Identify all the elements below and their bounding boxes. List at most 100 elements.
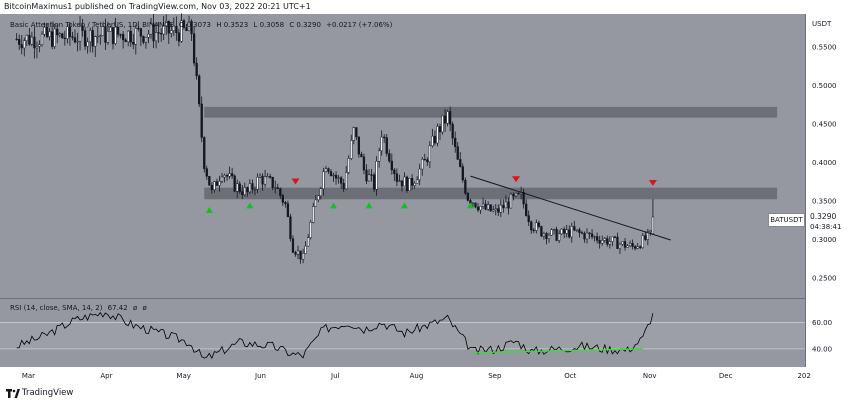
candle-body	[497, 208, 500, 213]
candle-body	[481, 203, 485, 207]
candle-body	[476, 206, 480, 211]
candle-body	[494, 208, 497, 211]
symbol-name: Basic Attention Token / TetherUS, 1D, BI…	[10, 21, 174, 29]
candle-body	[410, 178, 414, 186]
rsi-divergence-line	[472, 348, 643, 354]
candle-body	[251, 183, 254, 190]
candle-body	[76, 40, 79, 43]
candle-body	[385, 137, 388, 154]
candle-body	[428, 145, 431, 163]
candle-body	[512, 194, 515, 197]
candle-body	[365, 169, 368, 182]
legend-high: H 0.3523	[216, 21, 249, 29]
candle-body	[578, 229, 581, 233]
candle-body	[182, 20, 186, 28]
candle-body	[104, 26, 107, 43]
candle-body	[208, 176, 211, 186]
bar-countdown: 04:38:41	[810, 223, 842, 231]
candle-body	[649, 230, 652, 232]
candle-body	[220, 176, 224, 182]
candle-body	[651, 216, 655, 234]
legend-close: C 0.3290	[289, 21, 321, 29]
candle-body	[451, 123, 454, 139]
candle-body	[53, 28, 56, 47]
candle-body	[339, 177, 343, 184]
candle-body	[137, 27, 140, 30]
candle-body	[246, 187, 249, 193]
candle-body	[83, 30, 87, 47]
candle-body	[626, 245, 629, 248]
candle-body	[355, 127, 358, 138]
candle-body	[218, 180, 221, 186]
arrow-up-marker	[205, 207, 213, 214]
candle-body	[416, 179, 419, 184]
month-tick-label: Nov	[643, 372, 657, 380]
arrow-down-marker	[648, 180, 657, 187]
candle-body	[334, 174, 338, 179]
month-tick-label: Mar	[22, 372, 35, 380]
candle-body	[527, 215, 530, 223]
rsi-tick-label: 40.00	[812, 345, 832, 353]
candle-body	[375, 161, 378, 190]
legend-change: +0.0217 (+7.06%)	[326, 21, 393, 29]
candle-body	[393, 169, 396, 175]
candle-body	[111, 27, 115, 44]
candle-body	[400, 180, 404, 187]
candle-body	[540, 226, 543, 237]
candle-body	[45, 27, 49, 37]
month-tick-label: Apr	[100, 372, 112, 380]
candle-body	[243, 187, 246, 196]
candle-body	[580, 232, 584, 234]
candle-body	[124, 39, 127, 43]
candle-body	[542, 233, 546, 237]
candle-body	[327, 168, 330, 172]
candle-body	[357, 136, 361, 155]
candle-body	[423, 159, 426, 161]
candle-body	[81, 25, 84, 31]
candle-body	[91, 30, 94, 47]
candle-body	[522, 191, 525, 205]
candle-body	[555, 228, 558, 241]
resistance-zone-1	[204, 106, 778, 118]
candle-body	[281, 195, 284, 203]
candle-body	[129, 30, 132, 43]
candle-body	[545, 233, 548, 239]
candle-body	[471, 202, 475, 204]
candle-body	[190, 21, 193, 35]
candle-body	[157, 32, 160, 34]
arrow-up-marker	[330, 202, 338, 209]
candle-body	[187, 21, 191, 32]
candle-body	[552, 228, 556, 231]
candle-body	[418, 168, 421, 181]
candle-body	[312, 206, 315, 223]
rsi-band	[0, 322, 805, 349]
tradingview-brand: TradingView	[22, 388, 74, 398]
candle-body	[474, 202, 477, 208]
candle-body	[461, 166, 464, 181]
rsi-legend: RSI (14, close, SMA, 14, 2) 67.42 ø ø	[10, 304, 150, 312]
candle-body	[347, 158, 350, 173]
candle-body	[487, 204, 490, 210]
candle-body	[20, 44, 23, 49]
candle-body	[192, 33, 196, 64]
candle-body	[78, 25, 82, 42]
rsi-tick-label: 60.00	[812, 319, 832, 327]
candle-body	[68, 26, 72, 37]
candle-body	[502, 204, 505, 209]
price-pane-bg	[0, 14, 805, 298]
time-axis-bg	[0, 367, 805, 384]
price-tick-label: 0.5000	[812, 82, 837, 90]
candle-body	[149, 23, 153, 35]
candle-body	[127, 30, 130, 43]
symbol-legend: Basic Attention Token / TetherUS, 1D, BI…	[10, 21, 395, 29]
candle-body	[537, 222, 540, 227]
candle-body	[58, 33, 61, 36]
arrow-up-marker	[401, 202, 408, 209]
candle-body	[223, 175, 226, 178]
candle-body	[370, 174, 373, 176]
candle-body	[94, 36, 97, 47]
rsi-value-3: ø	[142, 304, 147, 312]
candle-body	[258, 175, 262, 178]
candle-body	[203, 137, 206, 169]
